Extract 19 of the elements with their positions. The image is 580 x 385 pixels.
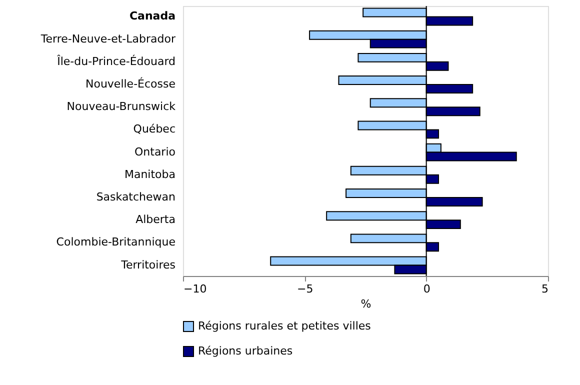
y-tick-label: Saskatchewan bbox=[96, 190, 176, 204]
legend-label: Régions urbaines bbox=[198, 344, 293, 358]
y-tick-label: Manitoba bbox=[124, 168, 176, 181]
y-tick-label: Île-du-Prince-Édouard bbox=[56, 54, 176, 68]
y-tick-label: Territoires bbox=[120, 258, 176, 272]
x-tick-label: −10 bbox=[184, 282, 207, 296]
y-tick-label: Nouvelle-Écosse bbox=[85, 76, 176, 91]
x-axis-title: % bbox=[360, 298, 372, 310]
y-tick-label: Alberta bbox=[136, 213, 176, 226]
y-tick-label: Colombie-Britannique bbox=[56, 236, 176, 249]
x-tick-label: 5 bbox=[542, 282, 548, 296]
x-tick-label: 0 bbox=[423, 282, 430, 296]
y-tick-label: Québec bbox=[133, 122, 176, 136]
legend-label: Régions rurales et petites villes bbox=[198, 320, 372, 332]
y-tick-label: Canada bbox=[129, 10, 176, 23]
y-tick-label: Ontario bbox=[134, 145, 176, 158]
y-tick-label: Nouveau-Brunswick bbox=[66, 100, 176, 114]
y-tick-label: Terre-Neuve-et-Labrador bbox=[40, 32, 176, 46]
x-tick-label: −5 bbox=[297, 282, 314, 296]
